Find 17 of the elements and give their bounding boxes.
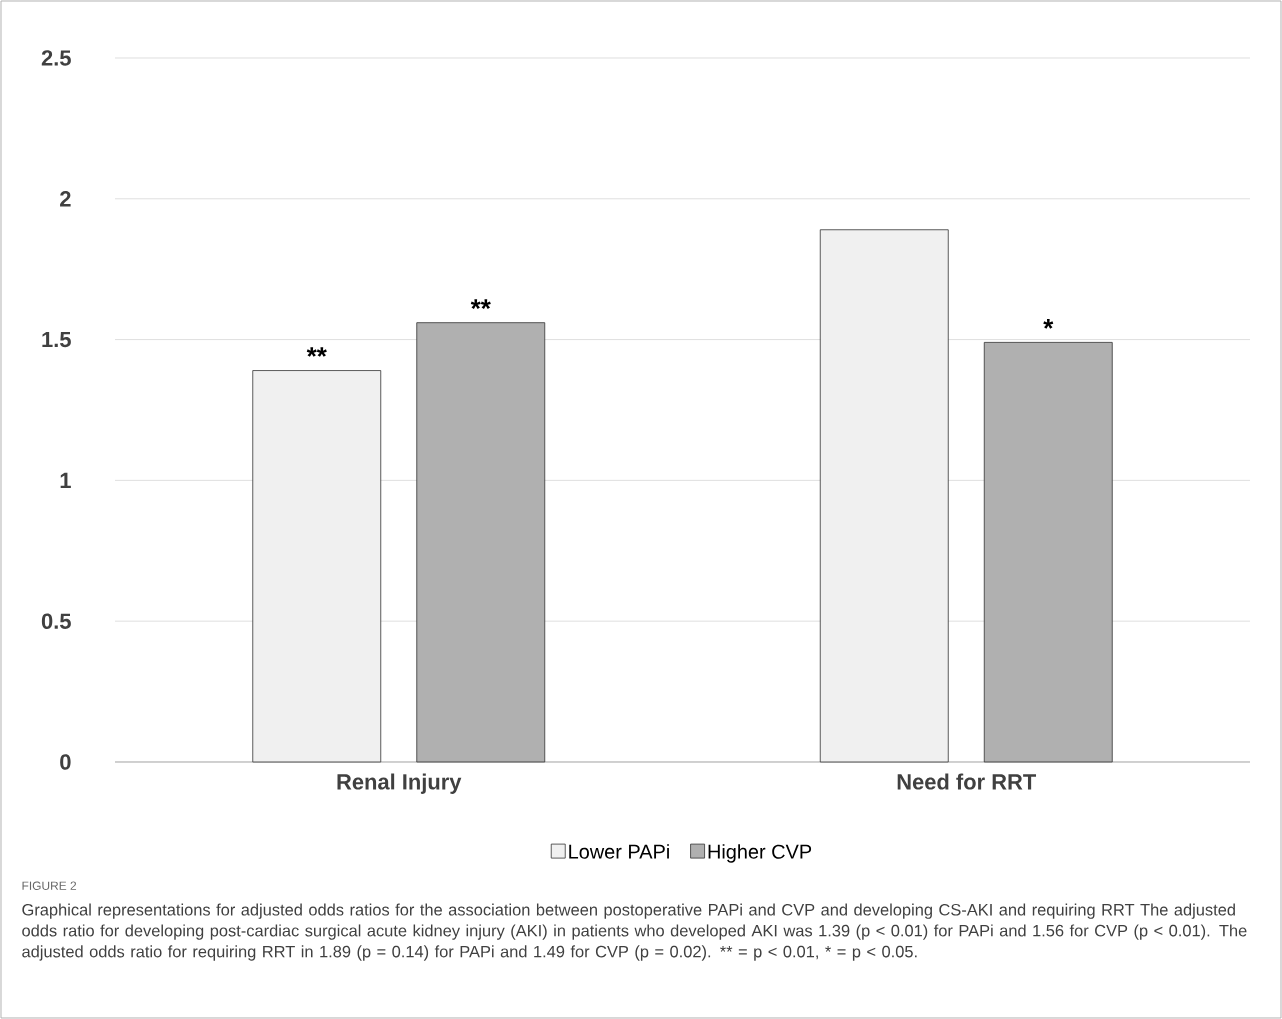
- caption: FIGURE 2: [22, 881, 77, 890]
- y-tick-label: 1: [60, 472, 71, 488]
- y-tick-label: 2: [60, 191, 71, 207]
- legend-label: Higher CVP: [708, 844, 812, 863]
- x-tick-label: Renal Injury: [337, 773, 462, 794]
- y-tick-label: 0.5: [41, 613, 71, 629]
- legend-label: Lower PAPi: [569, 844, 669, 859]
- data-label: *: [1043, 319, 1054, 329]
- data-label: **: [306, 347, 327, 357]
- y-tick-label: 2.5: [41, 50, 71, 66]
- bar: [819, 229, 949, 763]
- bar: [252, 370, 382, 763]
- data-label: **: [470, 299, 491, 309]
- y-tick-label: 1.5: [42, 331, 71, 348]
- y-tick-label: 0: [60, 754, 71, 770]
- x-tick-label: Need for RRT: [897, 773, 1037, 790]
- text: Graphical representations for adjusted odds ratios for the association between postoperative PAPi and CVP and developing CS-AKI and requiring RRT The adjusted odds ratio for developing post-cardiac surgical acute kidney injury (AKI) in patients who developed AKI was 1.39 (p < 0.01) for PAPi and 1.56 for CVP (p < 0.01). The adjusted odds ratio for requiring RRT in 1.89 (p = 0.14) for PAPi and 1.49 for CVP (p = 0.02). ** = p < 0.01, * = p < 0.05.: [22, 903, 1247, 961]
